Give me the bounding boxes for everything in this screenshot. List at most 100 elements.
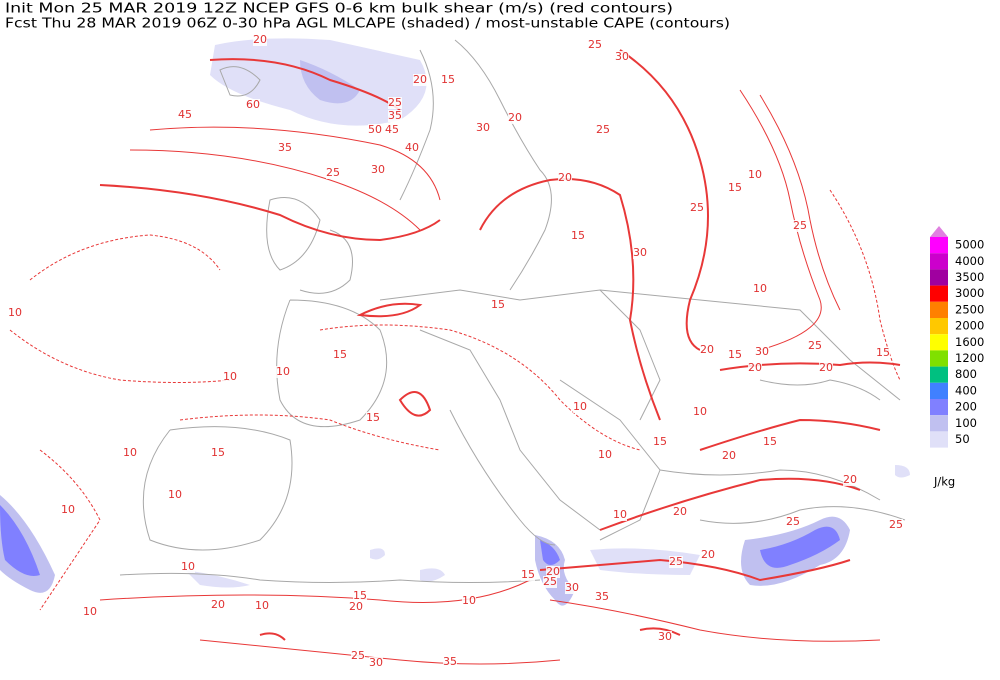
contour-label: 15: [728, 181, 742, 194]
contour-label-bg: [388, 97, 402, 109]
contour-label: 20: [253, 33, 267, 46]
contour-label-bg: [441, 74, 455, 86]
contour-label-bg: [476, 122, 490, 134]
colorbar-label: 1200: [955, 351, 984, 365]
contour-label: 20: [700, 343, 714, 356]
contour-label-bg: [371, 164, 385, 176]
contour-label: 25: [588, 38, 602, 51]
contour-label-bg: [351, 650, 365, 662]
colorbar: 5000 4000 3500 3000 2500 2000 1600 1200 800 400 20…: [930, 226, 984, 489]
contour-label-bg: [889, 519, 903, 531]
header-line-2: Fcst Thu 28 MAR 2019 06Z 0-30 hPa AGL ML…: [5, 17, 730, 32]
contour-label-bg: [168, 489, 182, 501]
contour-label-bg: [748, 362, 762, 374]
contour-label-bg: [546, 566, 560, 578]
colorbar-swatch: [930, 350, 948, 367]
contour-label-bg: [615, 51, 629, 63]
contour-label-bg: [278, 142, 292, 154]
contour-label: 15: [211, 446, 225, 459]
contour-label: 25: [889, 518, 903, 531]
contour-label-bg: [786, 516, 800, 528]
colorbar-swatch: [930, 285, 948, 302]
contour-label-bg: [565, 582, 579, 594]
contour-label: 45: [178, 108, 192, 121]
contour-label: 25: [326, 166, 340, 179]
contour-label: 30: [755, 345, 769, 358]
contour-label: 25: [793, 219, 807, 232]
contour-label: 25: [543, 575, 557, 588]
contour-label: 40: [405, 141, 419, 154]
contour-label-bg: [728, 182, 742, 194]
contour-label: 10: [598, 448, 612, 461]
contour-label-bg: [388, 110, 402, 122]
contour-label-bg: [61, 504, 75, 516]
contour-label-bg: [443, 656, 457, 668]
contour-label: 25: [388, 96, 402, 109]
colorbar-unit: J/kg: [933, 475, 955, 489]
colorbar-label: 800: [955, 367, 977, 381]
contour-label: 30: [371, 163, 385, 176]
colorbar-swatch: [930, 334, 948, 351]
contour-label: 30: [476, 121, 490, 134]
contour-label-bg: [595, 591, 609, 603]
contour-label: 10: [255, 599, 269, 612]
contour-label-bg: [253, 34, 267, 46]
contour-label-bg: [669, 556, 683, 568]
contour-label-bg: [368, 124, 382, 136]
contour-label: 25: [596, 123, 610, 136]
colorbar-swatch: [930, 431, 948, 448]
contour-label-bg: [728, 349, 742, 361]
contour-label-bg: [843, 474, 857, 486]
contour-label-bg: [658, 631, 672, 643]
contour-label-bg: [543, 576, 557, 588]
contour-label-bg: [276, 366, 290, 378]
colorbar-swatch: [930, 382, 948, 399]
contour-label-bg: [369, 657, 383, 669]
colorbar-label: 400: [955, 383, 977, 397]
contour-label: 20: [546, 565, 560, 578]
colorbar-label: 2500: [955, 302, 984, 316]
colorbar-swatch: [930, 366, 948, 383]
contour-label: 25: [808, 339, 822, 352]
contour-label: 20: [701, 548, 715, 561]
contour-label-bg: [598, 449, 612, 461]
contour-label-bg: [178, 109, 192, 121]
contour-label: 25: [786, 515, 800, 528]
contour-label-bg: [405, 142, 419, 154]
colorbar-swatch: [930, 415, 948, 432]
contour-label-bg: [763, 436, 777, 448]
colorbar-swatch: [930, 237, 948, 254]
colorbar-label: 100: [955, 416, 977, 430]
contour-label: 10: [8, 306, 22, 319]
contour-label: 10: [123, 446, 137, 459]
contour-label-bg: [326, 167, 340, 179]
contour-label-bg: [571, 230, 585, 242]
contour-label-bg: [255, 600, 269, 612]
contour-label: 30: [565, 581, 579, 594]
contour-label: 20: [673, 505, 687, 518]
contour-label-bg: [462, 595, 476, 607]
colorbar-label: 5000: [955, 238, 984, 252]
contour-label: 20: [722, 449, 736, 462]
colorbar-swatch: [930, 253, 948, 270]
contour-label: 15: [353, 589, 367, 602]
contour-label-bg: [673, 506, 687, 518]
contour-label: 10: [223, 370, 237, 383]
contour-label-bg: [508, 112, 522, 124]
contour-label: 20: [508, 111, 522, 124]
contour-label: 35: [595, 590, 609, 603]
contour-label-bg: [366, 412, 380, 424]
contour-label: 15: [876, 346, 890, 359]
contour-label: 15: [571, 229, 585, 242]
contour-label-bg: [755, 346, 769, 358]
contour-label-bg: [748, 169, 762, 181]
contour-label: 30: [615, 50, 629, 63]
colorbar-swatch: [930, 301, 948, 318]
contour-label-bg: [521, 569, 535, 581]
contour-label-bg: [223, 371, 237, 383]
contour-label: 30: [369, 656, 383, 669]
contour-label: 30: [658, 630, 672, 643]
colorbar-swatch: [930, 269, 948, 286]
